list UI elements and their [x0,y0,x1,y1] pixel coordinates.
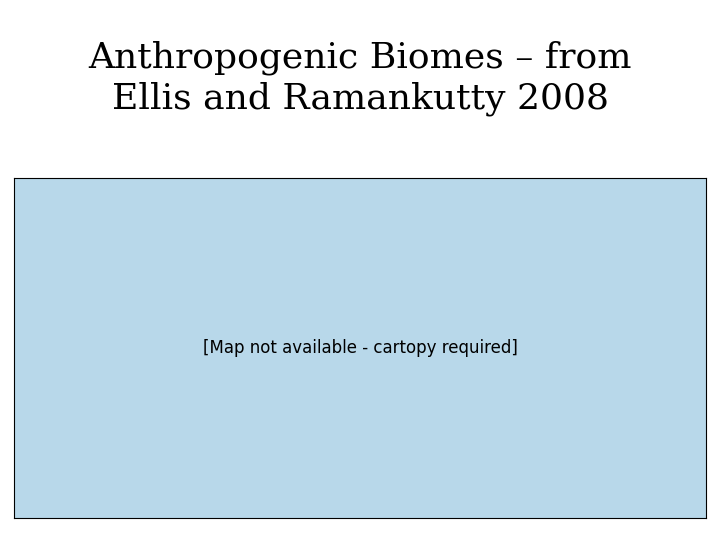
Text: Anthropogenic Biomes – from
Ellis and Ramankutty 2008: Anthropogenic Biomes – from Ellis and Ra… [89,40,631,116]
Text: [Map not available - cartopy required]: [Map not available - cartopy required] [202,339,518,357]
